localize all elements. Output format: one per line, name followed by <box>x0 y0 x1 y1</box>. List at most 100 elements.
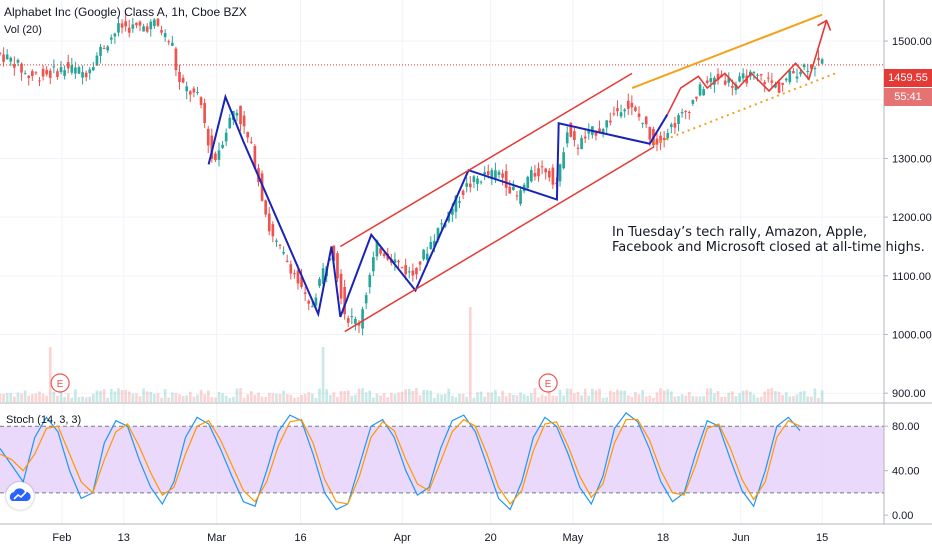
candle-body <box>476 178 479 184</box>
time-axis[interactable]: Feb 13 Mar 16 Apr 20 May 18 Jun 15 <box>0 523 932 544</box>
tradingview-cloud-icon[interactable] <box>6 482 34 510</box>
volume-bar <box>673 396 677 402</box>
stoch-d-line <box>0 418 801 505</box>
volume-bar <box>508 393 512 402</box>
candle-body <box>601 129 605 134</box>
candle-body <box>196 91 199 93</box>
candle-body <box>766 77 770 79</box>
volume-histogram <box>0 307 824 402</box>
volume-bar <box>260 396 264 402</box>
projection-upper-line <box>631 13 823 89</box>
candle-body <box>235 112 239 116</box>
volume-bar <box>109 388 113 402</box>
volume-bar <box>199 389 203 402</box>
volume-bar <box>92 393 95 402</box>
candle-body <box>2 54 5 62</box>
candle-body <box>558 164 562 182</box>
candle-body <box>691 100 695 104</box>
candle-body <box>792 71 795 74</box>
candle-body <box>655 138 659 145</box>
volume-label: Vol (20) <box>4 24 42 36</box>
candle-body <box>271 224 275 237</box>
volume-bar <box>745 390 749 402</box>
candle-body <box>9 57 13 62</box>
volume-bar <box>379 395 382 402</box>
candle-body <box>433 240 436 247</box>
candle-body <box>468 183 472 188</box>
volume-bar <box>748 391 752 402</box>
volume-bar <box>731 391 734 402</box>
candle-body <box>296 270 300 284</box>
candle-body <box>770 80 774 83</box>
volume-bar <box>562 395 565 402</box>
volume-bar <box>178 394 181 402</box>
candle-body <box>199 97 203 106</box>
candle-body <box>479 181 483 183</box>
earnings-marker-label: E <box>57 379 64 390</box>
candle-body <box>440 223 443 225</box>
volume-bar <box>210 397 214 402</box>
candle-body <box>379 248 382 254</box>
volume-bar <box>723 396 727 402</box>
volume-bar <box>117 388 120 402</box>
candle-body <box>289 264 293 274</box>
volume-bar <box>0 393 2 402</box>
volume-bar <box>170 392 174 402</box>
candle-body <box>497 171 501 175</box>
candle-body <box>361 309 364 329</box>
volume-bar <box>282 390 285 402</box>
candle-body <box>278 244 282 246</box>
volume-bar <box>738 393 741 402</box>
volume-bar <box>70 397 74 402</box>
candle-body <box>84 72 88 78</box>
volume-bar <box>296 397 300 402</box>
volume-bar <box>138 396 142 402</box>
volume-bar <box>573 393 576 402</box>
time-tick-label: 15 <box>816 532 828 544</box>
candle-body <box>526 176 530 189</box>
volume-bar <box>461 393 465 402</box>
volume-bar <box>350 395 354 402</box>
volume-bar <box>705 388 709 402</box>
candle-body <box>562 152 565 169</box>
volume-bar <box>59 388 63 402</box>
candle-body <box>156 18 160 26</box>
volume-bar <box>145 391 149 402</box>
volume-bar <box>519 392 522 402</box>
volume-bar <box>777 391 781 402</box>
volume-bar <box>752 394 756 402</box>
annotation-text[interactable]: In Tuesday’s tech rally, Amazon, Apple, … <box>612 225 925 255</box>
candle-body <box>810 64 813 69</box>
volume-bar <box>569 388 573 402</box>
volume-bar <box>652 397 655 402</box>
volume-bar <box>264 396 267 402</box>
volume-bar <box>131 393 135 402</box>
volume-bar <box>188 391 192 402</box>
volume-bar <box>16 392 20 402</box>
candle-body <box>242 115 246 127</box>
volume-bar <box>799 391 802 402</box>
volume-bar <box>486 392 490 402</box>
volume-bar <box>88 396 92 402</box>
annotation-line-2: Facebook and Microsoft closed at all-tim… <box>612 240 925 255</box>
candle-body <box>731 86 734 88</box>
candle-body <box>249 141 253 143</box>
volume-bar <box>806 396 810 402</box>
volume-bar <box>393 393 397 402</box>
time-tick-label: 16 <box>294 532 306 544</box>
candle-body <box>221 144 224 148</box>
stochastic-pane <box>0 412 884 511</box>
candle-body <box>529 170 533 182</box>
volume-bar <box>727 392 731 402</box>
volume-bar <box>436 393 440 402</box>
volume-bar <box>626 395 630 402</box>
candle-body <box>300 276 303 287</box>
volume-bar <box>127 391 131 402</box>
volume-bar <box>781 394 784 402</box>
candle-body <box>411 270 415 276</box>
volume-bar <box>458 393 461 402</box>
candle-body <box>741 73 745 79</box>
volume-bar <box>285 394 289 402</box>
